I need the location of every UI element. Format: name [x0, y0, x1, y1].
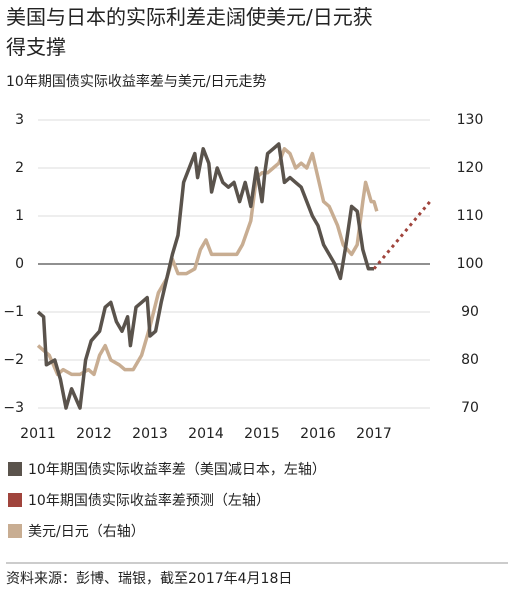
series-line [36, 147, 379, 377]
y2-tick-label: 90 [461, 304, 479, 320]
x-tick-label: 2014 [188, 426, 224, 442]
legend-label: 10年期国债实际收益率差（美国减日本，左轴） [28, 461, 326, 478]
chart-title-line1: 美国与日本的实际利差走阔使美元/日元获得支撑 [6, 5, 373, 59]
y2-tick-label: 120 [457, 160, 484, 176]
legend-swatch [8, 524, 22, 538]
series-line [372, 200, 432, 270]
legend-swatch [8, 493, 22, 507]
x-tick-label: 2012 [76, 426, 112, 442]
y2-tick-label: 100 [457, 256, 484, 272]
series-line [36, 142, 374, 410]
legend-label: 10年期国债实际收益率差预测（左轴） [28, 492, 270, 509]
y-tick-label: 2 [15, 160, 24, 176]
legend-label: 美元/日元（右轴） [28, 524, 145, 540]
legend-swatch [8, 462, 22, 476]
y2-tick-label: 70 [461, 400, 479, 416]
y-tick-label: −2 [3, 352, 24, 368]
y-tick-label: 1 [15, 208, 24, 224]
x-tick-label: 2011 [20, 426, 56, 442]
x-tick-label: 2015 [244, 426, 280, 442]
x-tick-label: 2017 [356, 426, 392, 442]
x-tick-label: 2013 [132, 426, 168, 442]
x-tick-label: 2016 [300, 426, 336, 442]
y-tick-label: −1 [3, 304, 24, 320]
y-tick-label: 0 [15, 256, 24, 272]
chart-subtitle: 10年期国债实际收益率差与美元/日元走势 [6, 73, 267, 90]
y2-tick-label: 80 [461, 352, 479, 368]
y2-tick-label: 110 [457, 208, 484, 224]
y-tick-label: −3 [3, 400, 24, 416]
y-tick-label: 3 [15, 112, 24, 128]
y2-tick-label: 130 [457, 112, 484, 128]
source: 资料来源：彭博、瑞银，截至2017年4月18日 [6, 570, 292, 587]
